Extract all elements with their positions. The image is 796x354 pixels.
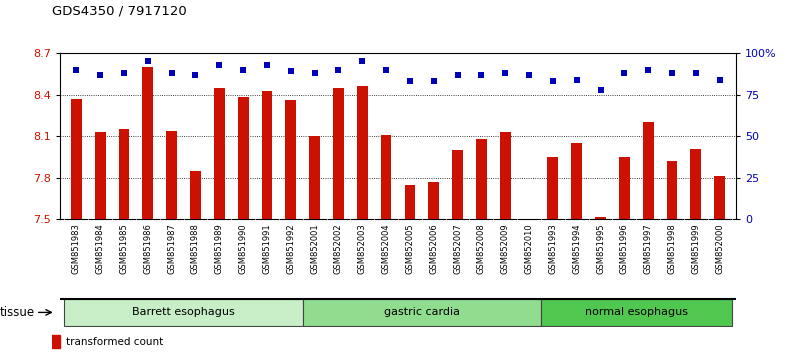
- Point: [284, 69, 297, 74]
- Bar: [690, 149, 701, 219]
- Bar: [166, 131, 177, 219]
- Point: [356, 59, 369, 64]
- Point: [94, 72, 107, 78]
- Point: [404, 79, 416, 84]
- Bar: [572, 143, 582, 219]
- Point: [475, 72, 488, 78]
- Point: [260, 62, 273, 68]
- Point: [236, 67, 249, 73]
- Point: [665, 70, 678, 76]
- Text: GSM851998: GSM851998: [668, 223, 677, 274]
- Point: [618, 70, 630, 76]
- Bar: [404, 185, 416, 219]
- Text: GSM851993: GSM851993: [548, 223, 557, 274]
- Text: GSM852010: GSM852010: [525, 223, 533, 274]
- Point: [213, 62, 226, 68]
- Bar: [452, 150, 463, 219]
- Point: [642, 67, 654, 73]
- Bar: [190, 171, 201, 219]
- Text: tissue: tissue: [0, 306, 35, 319]
- Point: [118, 70, 131, 76]
- Bar: [214, 88, 224, 219]
- Bar: [643, 122, 654, 219]
- Text: GSM852002: GSM852002: [334, 223, 343, 274]
- Bar: [357, 86, 368, 219]
- Text: GSM851992: GSM851992: [287, 223, 295, 274]
- Bar: [52, 335, 60, 348]
- Point: [523, 72, 536, 78]
- Text: GSM851994: GSM851994: [572, 223, 581, 274]
- Text: GSM852006: GSM852006: [429, 223, 439, 274]
- Point: [427, 79, 440, 84]
- FancyBboxPatch shape: [64, 299, 302, 326]
- Text: GSM852000: GSM852000: [715, 223, 724, 274]
- Bar: [666, 161, 677, 219]
- Bar: [310, 136, 320, 219]
- Bar: [548, 157, 558, 219]
- Text: normal esophagus: normal esophagus: [585, 307, 688, 318]
- Text: GSM852009: GSM852009: [501, 223, 509, 274]
- Text: GDS4350 / 7917120: GDS4350 / 7917120: [52, 5, 186, 18]
- Text: GSM851991: GSM851991: [263, 223, 271, 274]
- Bar: [262, 91, 272, 219]
- Bar: [286, 100, 296, 219]
- Text: GSM851986: GSM851986: [143, 223, 152, 274]
- Point: [70, 67, 83, 73]
- Point: [332, 67, 345, 73]
- Point: [689, 70, 702, 76]
- Point: [189, 72, 202, 78]
- Bar: [119, 129, 130, 219]
- Bar: [71, 99, 82, 219]
- Bar: [428, 182, 439, 219]
- Text: GSM851996: GSM851996: [620, 223, 629, 274]
- Text: GSM851989: GSM851989: [215, 223, 224, 274]
- Bar: [333, 88, 344, 219]
- Text: GSM852001: GSM852001: [310, 223, 319, 274]
- Bar: [595, 217, 606, 219]
- Point: [142, 59, 154, 64]
- Point: [570, 77, 583, 82]
- Bar: [95, 132, 106, 219]
- Text: GSM851987: GSM851987: [167, 223, 176, 274]
- Text: GSM851997: GSM851997: [644, 223, 653, 274]
- FancyBboxPatch shape: [302, 299, 541, 326]
- Bar: [714, 177, 725, 219]
- Point: [451, 72, 464, 78]
- Text: GSM851984: GSM851984: [96, 223, 105, 274]
- Text: GSM852007: GSM852007: [453, 223, 462, 274]
- Text: gastric cardia: gastric cardia: [384, 307, 460, 318]
- Bar: [142, 67, 153, 219]
- Bar: [238, 97, 248, 219]
- FancyBboxPatch shape: [541, 299, 732, 326]
- Point: [547, 79, 560, 84]
- Bar: [500, 132, 510, 219]
- Point: [166, 70, 178, 76]
- Point: [594, 87, 607, 92]
- Text: GSM851983: GSM851983: [72, 223, 81, 274]
- Text: GSM851995: GSM851995: [596, 223, 605, 274]
- Text: GSM851985: GSM851985: [119, 223, 128, 274]
- Text: GSM851990: GSM851990: [239, 223, 248, 274]
- Point: [308, 70, 321, 76]
- Point: [380, 67, 392, 73]
- Point: [499, 70, 512, 76]
- Text: GSM851988: GSM851988: [191, 223, 200, 274]
- Text: GSM852004: GSM852004: [381, 223, 391, 274]
- Bar: [476, 139, 486, 219]
- Point: [713, 77, 726, 82]
- Text: transformed count: transformed count: [65, 337, 163, 347]
- Text: GSM852008: GSM852008: [477, 223, 486, 274]
- Text: GSM851999: GSM851999: [691, 223, 700, 274]
- Text: GSM852005: GSM852005: [405, 223, 415, 274]
- Bar: [619, 157, 630, 219]
- Bar: [380, 135, 392, 219]
- Text: GSM852003: GSM852003: [357, 223, 367, 274]
- Text: Barrett esophagus: Barrett esophagus: [132, 307, 235, 318]
